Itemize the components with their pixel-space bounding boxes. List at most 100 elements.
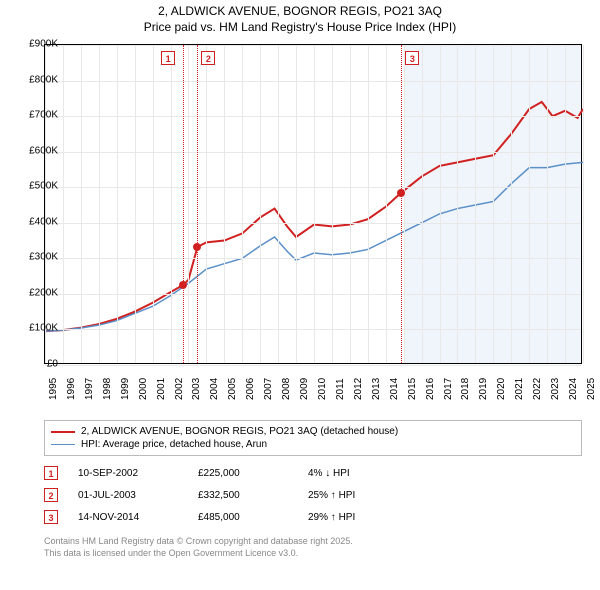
y-axis-label: £500K: [29, 181, 58, 192]
gridline-h: [45, 258, 581, 259]
gridline-v: [493, 45, 494, 363]
gridline-v: [457, 45, 458, 363]
sales-row-price: £225,000: [198, 468, 308, 479]
gridline-v: [386, 45, 387, 363]
gridline-v: [404, 45, 405, 363]
x-axis-label: 2017: [443, 378, 454, 400]
sales-row-date: 01-JUL-2003: [78, 490, 198, 501]
gridline-v: [278, 45, 279, 363]
gridline-v: [565, 45, 566, 363]
x-axis-label: 1997: [84, 378, 95, 400]
x-axis-label: 2001: [156, 378, 167, 400]
sales-row: 1 10-SEP-2002£225,0004% ↓ HPI: [44, 462, 408, 484]
sale-marker-number: 1: [161, 51, 175, 65]
gridline-h: [45, 294, 581, 295]
gridline-h: [45, 329, 581, 330]
gridline-v: [475, 45, 476, 363]
y-axis-label: £400K: [29, 216, 58, 227]
gridline-h: [45, 45, 581, 46]
x-axis-label: 2007: [263, 378, 274, 400]
gridline-v: [63, 45, 64, 363]
gridline-v: [296, 45, 297, 363]
gridline-h: [45, 187, 581, 188]
sales-row-date: 10-SEP-2002: [78, 468, 198, 479]
gridline-h: [45, 116, 581, 117]
sales-row: 2 01-JUL-2003£332,50025% ↑ HPI: [44, 484, 408, 506]
x-axis-label: 2014: [389, 378, 400, 400]
x-axis-label: 2011: [335, 378, 346, 400]
title-line2: Price paid vs. HM Land Registry's House …: [0, 20, 600, 36]
gridline-h: [45, 81, 581, 82]
x-axis-label: 2003: [191, 378, 202, 400]
x-axis-label: 2010: [317, 378, 328, 400]
gridline-v: [242, 45, 243, 363]
gridline-v: [45, 45, 46, 363]
sales-row-delta: 25% ↑ HPI: [308, 490, 408, 501]
footer-line2: This data is licensed under the Open Gov…: [44, 548, 353, 560]
x-axis-label: 2002: [174, 378, 185, 400]
sale-dot: [397, 189, 405, 197]
sales-row-number: 1: [44, 466, 58, 480]
legend-row-property: 2, ALDWICK AVENUE, BOGNOR REGIS, PO21 3A…: [51, 425, 575, 438]
x-axis-label: 2024: [568, 378, 579, 400]
legend-row-hpi: HPI: Average price, detached house, Arun: [51, 438, 575, 451]
sale-marker-number: 3: [405, 51, 419, 65]
legend-box: 2, ALDWICK AVENUE, BOGNOR REGIS, PO21 3A…: [44, 420, 582, 456]
sales-row-price: £332,500: [198, 490, 308, 501]
x-axis-label: 2018: [460, 378, 471, 400]
x-axis-label: 1999: [120, 378, 131, 400]
title-line1: 2, ALDWICK AVENUE, BOGNOR REGIS, PO21 3A…: [0, 4, 600, 20]
x-axis-label: 2006: [245, 378, 256, 400]
chart-container: 2, ALDWICK AVENUE, BOGNOR REGIS, PO21 3A…: [0, 0, 600, 590]
gridline-v: [422, 45, 423, 363]
x-axis-label: 2000: [138, 378, 149, 400]
gridline-v: [81, 45, 82, 363]
legend-swatch-hpi: [51, 444, 75, 445]
y-axis-label: £800K: [29, 74, 58, 85]
footer-line1: Contains HM Land Registry data © Crown c…: [44, 536, 353, 548]
gridline-v: [368, 45, 369, 363]
x-axis-label: 2021: [514, 378, 525, 400]
sales-table: 1 10-SEP-2002£225,0004% ↓ HPI 2 01-JUL-2003…: [44, 462, 408, 528]
legend-label-hpi: HPI: Average price, detached house, Arun: [81, 439, 267, 450]
x-axis-label: 2022: [532, 378, 543, 400]
sales-row-number: 2: [44, 488, 58, 502]
x-axis-label: 2013: [371, 378, 382, 400]
gridline-v: [99, 45, 100, 363]
gridline-h: [45, 365, 581, 366]
sale-dot: [179, 281, 187, 289]
x-axis-label: 2009: [299, 378, 310, 400]
gridline-v: [153, 45, 154, 363]
y-axis-label: £0: [47, 359, 58, 370]
gridline-v: [171, 45, 172, 363]
gridline-v: [314, 45, 315, 363]
sales-row-price: £485,000: [198, 512, 308, 523]
sale-dot: [193, 243, 201, 251]
x-axis-label: 2015: [407, 378, 418, 400]
gridline-v: [135, 45, 136, 363]
x-axis-label: 1998: [102, 378, 113, 400]
y-axis-label: £300K: [29, 252, 58, 263]
gridline-v: [583, 45, 584, 363]
y-axis-label: £600K: [29, 145, 58, 156]
sales-row-number: 3: [44, 510, 58, 524]
x-axis-label: 2008: [281, 378, 292, 400]
sales-row-date: 14-NOV-2014: [78, 512, 198, 523]
footer-attribution: Contains HM Land Registry data © Crown c…: [44, 536, 353, 559]
gridline-v: [260, 45, 261, 363]
x-axis-label: 2016: [425, 378, 436, 400]
gridline-v: [529, 45, 530, 363]
sale-marker-line: [183, 45, 184, 363]
y-axis-label: £900K: [29, 39, 58, 50]
sale-marker-line: [197, 45, 198, 363]
x-axis-label: 2019: [478, 378, 489, 400]
gridline-h: [45, 223, 581, 224]
x-axis-label: 1995: [48, 378, 59, 400]
sales-row-delta: 4% ↓ HPI: [308, 468, 408, 479]
sale-marker-line: [401, 45, 402, 363]
sales-row-delta: 29% ↑ HPI: [308, 512, 408, 523]
y-axis-label: £700K: [29, 110, 58, 121]
x-axis-label: 2025: [586, 378, 597, 400]
gridline-v: [332, 45, 333, 363]
legend-swatch-property: [51, 431, 75, 433]
